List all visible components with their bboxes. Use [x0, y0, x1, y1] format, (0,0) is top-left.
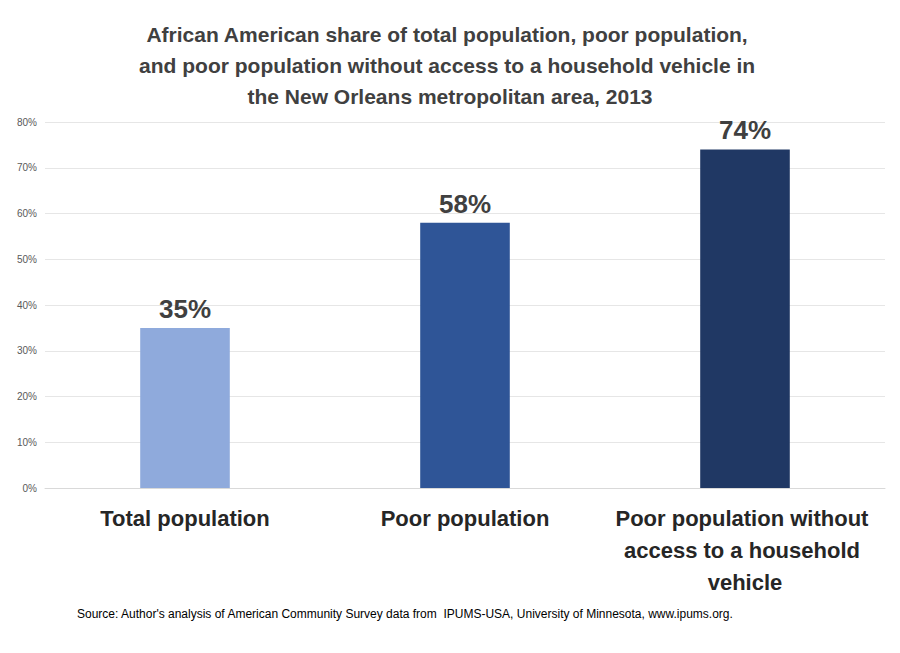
svg-text:20%: 20% — [17, 391, 37, 402]
svg-text:access to a household: access to a household — [624, 538, 866, 563]
svg-text:40%: 40% — [17, 300, 37, 311]
svg-text:70%: 70% — [17, 162, 37, 173]
svg-text:Poor population without: Poor population without — [615, 506, 874, 531]
svg-text:0%: 0% — [23, 483, 38, 494]
svg-text:58%: 58% — [439, 189, 491, 219]
svg-text:Source: Author's analysis of A: Source: Author's analysis of American Co… — [77, 607, 733, 621]
svg-text:74%: 74% — [719, 115, 771, 145]
svg-text:and poor population without ac: and poor population without access to a … — [139, 54, 761, 77]
svg-text:Total population: Total population — [100, 506, 269, 531]
svg-text:30%: 30% — [17, 345, 37, 356]
svg-text:10%: 10% — [17, 437, 37, 448]
svg-text:African American share of tota: African American share of total populati… — [146, 23, 753, 46]
svg-text:vehicle: vehicle — [708, 570, 783, 595]
svg-text:50%: 50% — [17, 254, 37, 265]
svg-text:60%: 60% — [17, 208, 37, 219]
svg-text:80%: 80% — [17, 117, 37, 128]
svg-text:35%: 35% — [159, 294, 211, 324]
svg-text:Poor population: Poor population — [381, 506, 550, 531]
svg-text:the New Orleans metropolitan a: the New Orleans metropolitan area, 2013 — [248, 85, 653, 108]
